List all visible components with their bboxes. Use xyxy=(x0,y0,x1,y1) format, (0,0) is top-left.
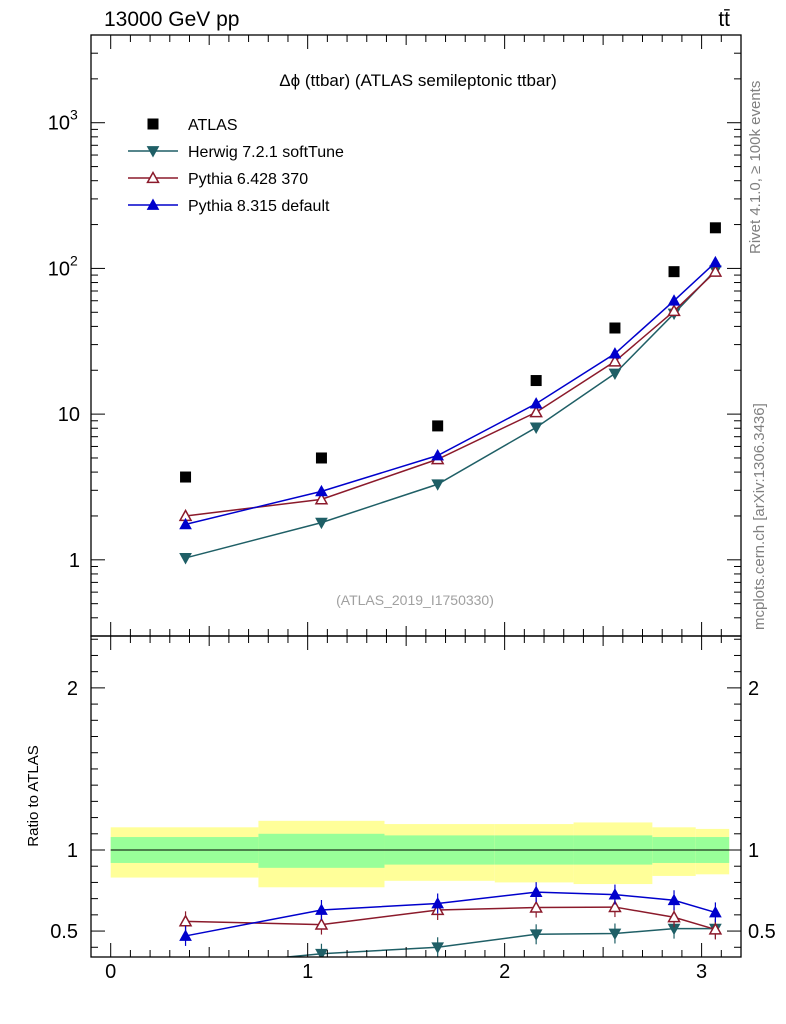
point-pythia-8-315-default xyxy=(608,347,622,359)
point-pythia-8-315-default xyxy=(709,255,722,268)
point-atlas xyxy=(709,222,721,234)
ratio-band-inner xyxy=(258,833,385,868)
point-herwig-7-2-1-softtune xyxy=(179,553,192,565)
point-herwig-7-2-1-softtune xyxy=(608,368,622,381)
legend-label-pythia-6-428-370: Pythia 6.428 370 xyxy=(188,171,308,188)
header-process-label: tt̄ xyxy=(718,8,730,31)
y-tick-label: 10 xyxy=(48,258,70,280)
y-tick-exponent: 3 xyxy=(70,107,78,123)
y-tick-label: 1 xyxy=(69,550,80,572)
ratio-point-pythia-6-428-370 xyxy=(608,900,622,913)
point-atlas xyxy=(432,420,444,432)
ratio-line-herwig-7-2-1-softtune xyxy=(279,927,716,957)
legend-marker-pythia-8-315-default xyxy=(146,198,160,210)
ratio-point-pythia-6-428-370 xyxy=(667,910,681,923)
ratio-point-herwig-7-2-1-softtune xyxy=(529,929,543,941)
ratio-axes-box xyxy=(90,635,742,958)
ratio-ticks: 0.5 0.5 1 1 2 2 xyxy=(50,638,776,948)
analysis-watermark: (ATLAS_2019_I1750330) xyxy=(336,592,494,608)
ratio-line-pythia-8-315-default xyxy=(185,891,716,937)
ratio-curves xyxy=(178,882,723,972)
ratio-panel: 0.5 0.5 1 1 2 2 0 1 2 3 Ratio to ATLAS xyxy=(25,635,776,983)
ratio-ylabel: Ratio to ATLAS xyxy=(25,745,42,846)
point-atlas xyxy=(530,375,542,387)
x-ticks: 0 1 2 3 xyxy=(90,636,742,983)
y-tick-label: 10 xyxy=(48,113,70,135)
legend-label-pythia-8-315-default: Pythia 8.315 default xyxy=(188,198,330,215)
point-herwig-7-2-1-softtune xyxy=(529,422,543,434)
point-atlas xyxy=(609,322,621,334)
point-pythia-8-315-default xyxy=(667,294,681,306)
ratio-point-herwig-7-2-1-softtune xyxy=(315,948,328,957)
line-pythia-8-315-default xyxy=(185,261,716,526)
x-tick-label: 2 xyxy=(499,961,510,983)
ratio-point-pythia-8-315-default xyxy=(608,888,622,900)
ratio-y-tick-label-right: 0.5 xyxy=(748,921,776,943)
ratio-point-pythia-6-428-370 xyxy=(178,914,193,927)
ratio-point-pythia-8-315-default xyxy=(315,903,328,915)
rivet-version-label: Rivet 4.1.0, ≥ 100k events xyxy=(747,81,764,254)
ratio-point-pythia-6-428-370 xyxy=(708,922,723,935)
ratio-point-pythia-8-315-default xyxy=(709,905,722,918)
point-herwig-7-2-1-softtune xyxy=(431,479,445,491)
ratio-point-pythia-8-315-default xyxy=(529,885,543,898)
ratio-point-herwig-7-2-1-softtune xyxy=(431,942,445,954)
legend-marker-pythia-6-428-370 xyxy=(146,170,160,184)
ratio-point-pythia-8-315-default xyxy=(667,893,681,906)
chart-title: Δϕ (ttbar) (ATLAS semileptonic ttbar) xyxy=(279,71,557,90)
x-tick-label: 1 xyxy=(302,961,313,983)
legend-marker-atlas xyxy=(147,118,159,130)
legend-label-herwig-7-2-1-softtune: Herwig 7.2.1 softTune xyxy=(188,144,344,161)
line-herwig-7-2-1-softtune xyxy=(185,269,716,559)
legend-marker-herwig-7-2-1-softtune xyxy=(146,146,160,158)
point-pythia-8-315-default xyxy=(529,397,543,409)
ratio-point-herwig-7-2-1-softtune xyxy=(608,928,622,941)
y-tick-label: 10 xyxy=(58,404,80,426)
point-pythia-6-428-370 xyxy=(314,492,329,505)
point-pythia-6-428-370 xyxy=(708,264,723,277)
point-pythia-6-428-370 xyxy=(667,303,681,317)
x-tick-label: 0 xyxy=(105,961,116,983)
y-tick-exponent: 2 xyxy=(70,252,78,268)
x-tick-label: 3 xyxy=(696,961,707,983)
point-atlas xyxy=(668,266,680,278)
point-pythia-8-315-default xyxy=(179,517,192,530)
point-atlas xyxy=(180,471,192,483)
main-curves xyxy=(178,222,723,565)
header-energy-label: 13000 GeV pp xyxy=(104,8,239,31)
line-pythia-6-428-370 xyxy=(185,271,716,517)
point-pythia-8-315-default xyxy=(431,448,445,461)
point-herwig-7-2-1-softtune xyxy=(315,517,328,530)
ratio-y-tick-label: 2 xyxy=(67,678,78,700)
ratio-point-pythia-6-428-370 xyxy=(529,900,543,913)
ratio-y-tick-label: 0.5 xyxy=(50,921,78,943)
ratio-y-tick-label: 1 xyxy=(67,840,78,862)
point-atlas xyxy=(315,452,327,464)
point-pythia-6-428-370 xyxy=(608,354,622,367)
ratio-point-pythia-8-315-default xyxy=(431,896,445,909)
ratio-point-herwig-7-2-1-softtune xyxy=(180,962,191,972)
ratio-point-pythia-6-428-370 xyxy=(314,917,329,930)
mcplots-label: mcplots.cern.ch [arXiv:1306.3436] xyxy=(751,403,768,630)
ratio-line-pythia-6-428-370 xyxy=(185,906,716,931)
ratio-y-tick-label-right: 1 xyxy=(748,840,759,862)
legend: ATLAS Herwig 7.2.1 softTune Pythia 6.428 3… xyxy=(128,117,344,215)
ratio-bands xyxy=(110,820,730,888)
point-pythia-8-315-default xyxy=(315,484,328,497)
ratio-y-tick-label-right: 2 xyxy=(748,678,759,700)
ratio-point-pythia-8-315-default xyxy=(179,929,192,941)
point-pythia-6-428-370 xyxy=(529,405,543,418)
legend-label-atlas: ATLAS xyxy=(188,117,238,134)
